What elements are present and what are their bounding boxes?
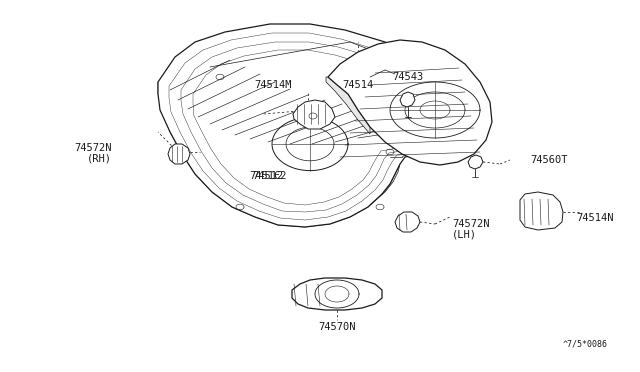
Polygon shape bbox=[520, 192, 563, 230]
Text: 74512: 74512 bbox=[252, 171, 284, 181]
Polygon shape bbox=[326, 77, 370, 134]
Polygon shape bbox=[158, 82, 400, 227]
Text: 74572N: 74572N bbox=[74, 143, 112, 153]
Text: 74514: 74514 bbox=[342, 80, 374, 90]
Polygon shape bbox=[328, 40, 492, 165]
Text: 74560T: 74560T bbox=[530, 155, 568, 165]
Polygon shape bbox=[292, 278, 382, 310]
Text: 74514M: 74514M bbox=[255, 80, 292, 90]
Polygon shape bbox=[168, 144, 190, 164]
Text: (LH): (LH) bbox=[452, 229, 477, 239]
Text: (RH): (RH) bbox=[87, 153, 112, 163]
Text: 74514N: 74514N bbox=[576, 213, 614, 223]
Polygon shape bbox=[395, 212, 420, 232]
Text: 7451Є2: 7451Є2 bbox=[249, 171, 287, 181]
Polygon shape bbox=[468, 155, 483, 169]
Polygon shape bbox=[400, 92, 415, 107]
Text: 74572N: 74572N bbox=[452, 219, 490, 229]
Text: ^7/5*0086: ^7/5*0086 bbox=[563, 340, 608, 349]
Polygon shape bbox=[293, 100, 335, 129]
Text: 74570N: 74570N bbox=[318, 322, 356, 332]
Polygon shape bbox=[158, 24, 455, 227]
Text: 74543: 74543 bbox=[392, 72, 424, 82]
